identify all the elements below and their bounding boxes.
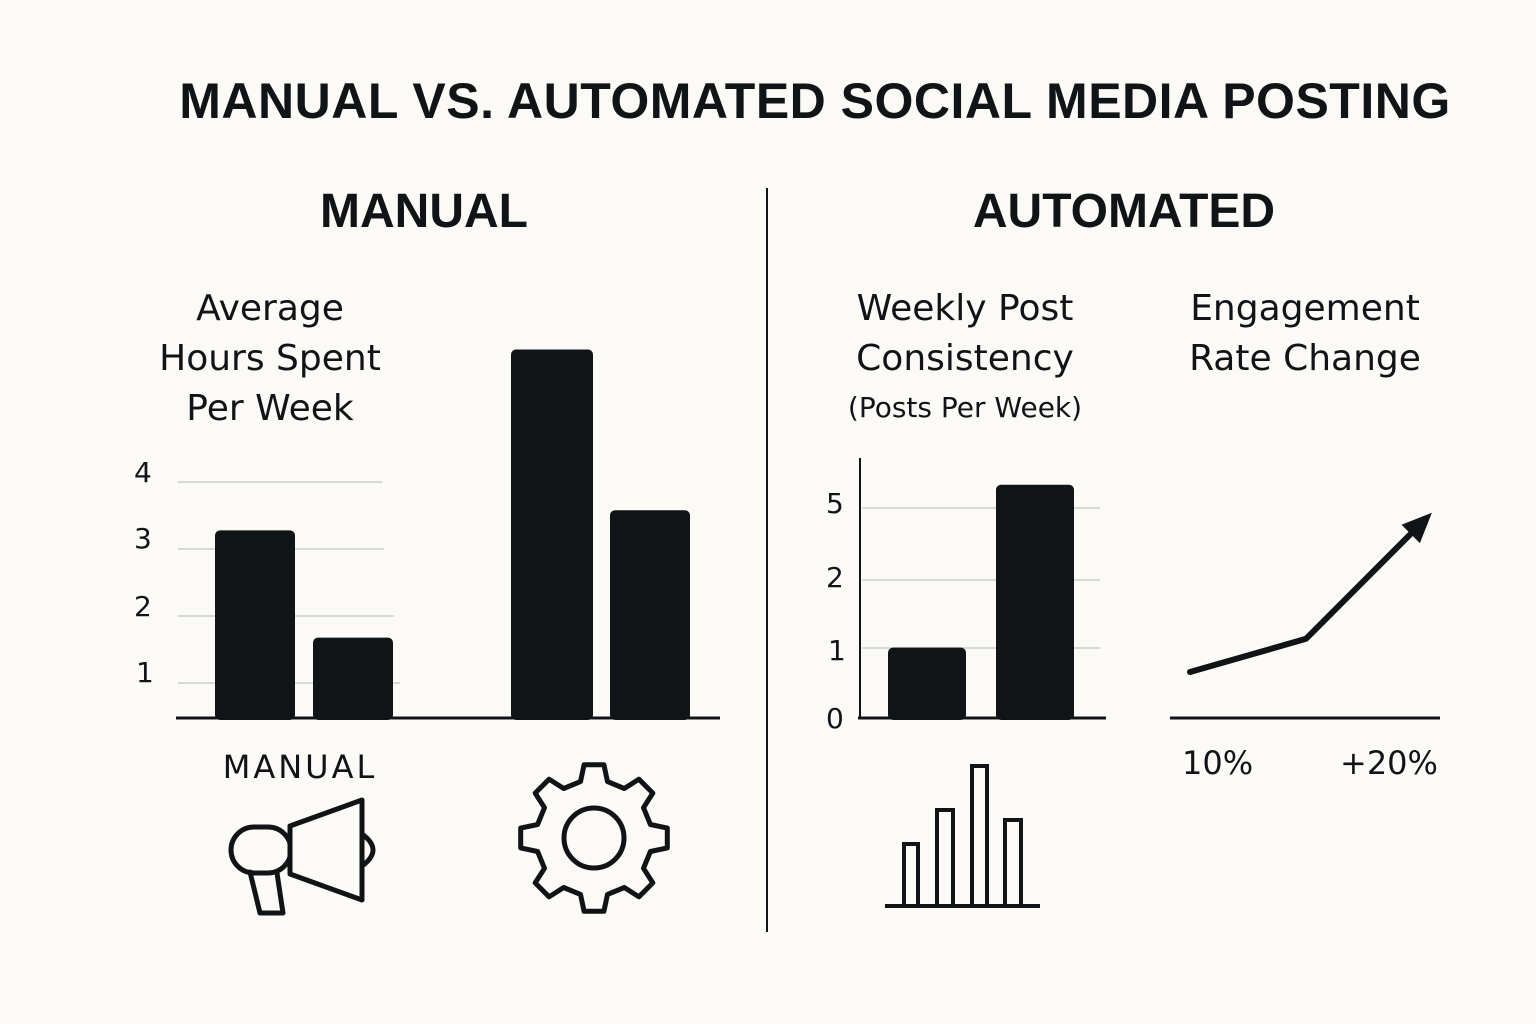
hours-chart-title: Average Hours Spent Per Week (120, 284, 420, 434)
hours-title-line-3: Per Week (186, 388, 354, 429)
automated-section-heading: AUTOMATED (972, 185, 1276, 238)
manual-caption: MANUAL (222, 748, 378, 786)
consistency-ytick-2: 2 (826, 561, 844, 594)
engagement-xlabel-end: +20% (1340, 744, 1438, 782)
consistency-bars (888, 484, 1074, 720)
hours-bar-1 (215, 530, 295, 720)
consistency-chart-title: Weekly Post Consistency (815, 284, 1115, 384)
consistency-title-line-2: Consistency (856, 338, 1074, 379)
hours-ytick-1: 1 (136, 656, 154, 689)
hours-title-line-1: Average (196, 288, 344, 329)
engagement-trend-line (1187, 519, 1425, 675)
gear-icon (518, 762, 670, 914)
hours-bar-2 (313, 637, 393, 720)
bar-chart-icon (885, 764, 1040, 908)
manual-section-heading: MANUAL (320, 185, 528, 238)
hours-ytick-4: 4 (134, 456, 152, 489)
hours-ytick-3: 3 (134, 522, 152, 555)
hours-title-line-2: Hours Spent (159, 338, 381, 379)
engagement-title-line-1: Engagement (1190, 288, 1420, 329)
engagement-title-line-2: Rate Change (1189, 338, 1421, 379)
consistency-ytick-0: 0 (826, 702, 844, 735)
engagement-arrow-head (1401, 512, 1432, 544)
engagement-chart-title: Engagement Rate Change (1145, 284, 1465, 384)
megaphone-icon (228, 797, 376, 916)
engagement-xlabel-start: 10% (1182, 744, 1254, 782)
hours-bar-4 (610, 510, 690, 720)
consistency-title-line-1: Weekly Post (856, 288, 1074, 329)
consistency-chart-subtitle: (Posts Per Week) (847, 391, 1083, 424)
hours-ytick-2: 2 (134, 590, 152, 623)
hours-bar-3 (511, 349, 593, 720)
consistency-ytick-1: 1 (828, 634, 846, 667)
consistency-ytick-5: 5 (826, 487, 844, 520)
consistency-bar-2 (996, 484, 1074, 720)
consistency-bar-1 (888, 647, 966, 720)
hours-bars (215, 349, 690, 720)
page-title: MANUAL VS. AUTOMATED SOCIAL MEDIA POSTIN… (179, 73, 1451, 129)
